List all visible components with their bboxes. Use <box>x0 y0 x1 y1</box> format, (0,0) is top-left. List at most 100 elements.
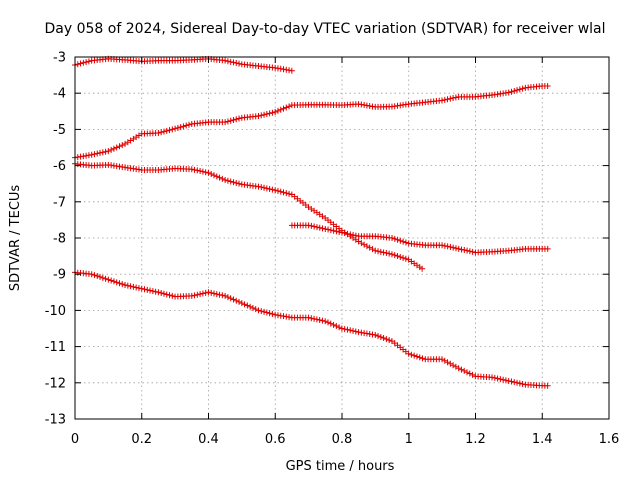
data-point <box>461 247 468 254</box>
data-point <box>286 190 293 197</box>
data-point <box>494 375 501 382</box>
data-point <box>94 273 101 280</box>
data-point <box>155 289 162 296</box>
data-point <box>544 82 551 89</box>
data-point <box>388 251 395 258</box>
data-point <box>247 303 254 310</box>
data-point <box>258 112 265 119</box>
data-point <box>344 230 351 237</box>
data-point <box>419 265 426 272</box>
data-point <box>383 250 390 257</box>
data-point <box>219 175 226 182</box>
data-point <box>316 317 323 324</box>
data-point <box>466 370 473 377</box>
data-point <box>502 377 509 384</box>
data-point <box>305 314 312 321</box>
data-point <box>463 369 470 376</box>
data-point <box>377 334 384 341</box>
data-point <box>461 367 468 374</box>
data-point <box>330 227 337 234</box>
data-point <box>361 241 368 248</box>
data-point <box>447 244 454 251</box>
data-point <box>199 290 206 297</box>
data-point <box>149 288 156 295</box>
data-point <box>280 189 287 196</box>
data-point <box>227 58 234 65</box>
data-point <box>458 246 465 253</box>
data-point <box>336 324 343 331</box>
data-point <box>283 104 290 111</box>
chart-title: Day 058 of 2024, Sidereal Day-to-day VTE… <box>44 21 605 37</box>
data-point <box>116 280 123 287</box>
data-point <box>174 124 181 131</box>
data-point <box>269 109 276 116</box>
data-point <box>244 302 251 309</box>
data-point <box>511 87 518 94</box>
data-point <box>322 225 329 232</box>
data-point <box>447 95 454 102</box>
data-point <box>505 89 512 96</box>
data-point <box>405 350 412 357</box>
data-point <box>233 179 240 186</box>
data-point <box>333 228 340 235</box>
data-point <box>350 231 357 238</box>
data-point <box>138 285 145 292</box>
data-point <box>236 115 243 122</box>
data-point <box>452 245 459 252</box>
data-point <box>372 247 379 254</box>
data-point <box>352 232 359 239</box>
axis-ticks: 0 0.2 0.4 0.6 0.8 1 1.2 1.4 1.6 -3 -4 -5 -6 -7 -8 -9 -10… <box>45 51 620 448</box>
data-point <box>88 151 95 158</box>
x-tick-label: 1.4 <box>532 432 553 447</box>
data-point <box>261 111 268 118</box>
data-point <box>263 185 270 192</box>
data-point <box>169 292 176 299</box>
data-point <box>188 292 195 299</box>
data-point <box>386 337 393 344</box>
data-point <box>211 172 218 179</box>
data-point <box>213 291 220 298</box>
data-point <box>238 300 245 307</box>
data-point <box>511 379 518 386</box>
data-point <box>258 184 265 191</box>
data-point <box>224 58 231 65</box>
data-point <box>227 295 234 302</box>
data-point <box>249 304 256 311</box>
data-point <box>439 242 446 249</box>
data-point <box>205 169 212 176</box>
data-point <box>216 174 223 181</box>
data-point <box>255 183 262 190</box>
data-point <box>113 144 120 151</box>
data-point <box>135 285 142 292</box>
data-point <box>141 286 148 293</box>
x-tick-label: 0.6 <box>265 432 286 447</box>
data-point <box>402 239 409 246</box>
data-point <box>230 179 237 186</box>
data-point <box>544 245 551 252</box>
data-marks <box>72 55 551 389</box>
data-point <box>222 119 229 126</box>
data-point <box>97 149 104 156</box>
data-point <box>185 121 192 128</box>
data-point <box>166 292 173 299</box>
data-point <box>119 142 126 149</box>
data-point <box>322 318 329 325</box>
y-tick-label: -3 <box>53 51 66 66</box>
data-point <box>227 117 234 124</box>
data-point <box>325 226 332 233</box>
grid <box>75 57 609 419</box>
data-point <box>358 240 365 247</box>
data-point <box>105 148 112 155</box>
x-tick-label: 0.8 <box>332 432 353 447</box>
data-point <box>308 222 315 229</box>
data-point <box>372 331 379 338</box>
data-point <box>319 225 326 232</box>
data-point <box>108 146 115 153</box>
data-point <box>283 190 290 197</box>
data-point <box>514 379 521 386</box>
data-point <box>441 242 448 249</box>
data-point <box>377 248 384 255</box>
data-point <box>508 378 515 385</box>
data-point <box>397 237 404 244</box>
data-point <box>230 59 237 66</box>
